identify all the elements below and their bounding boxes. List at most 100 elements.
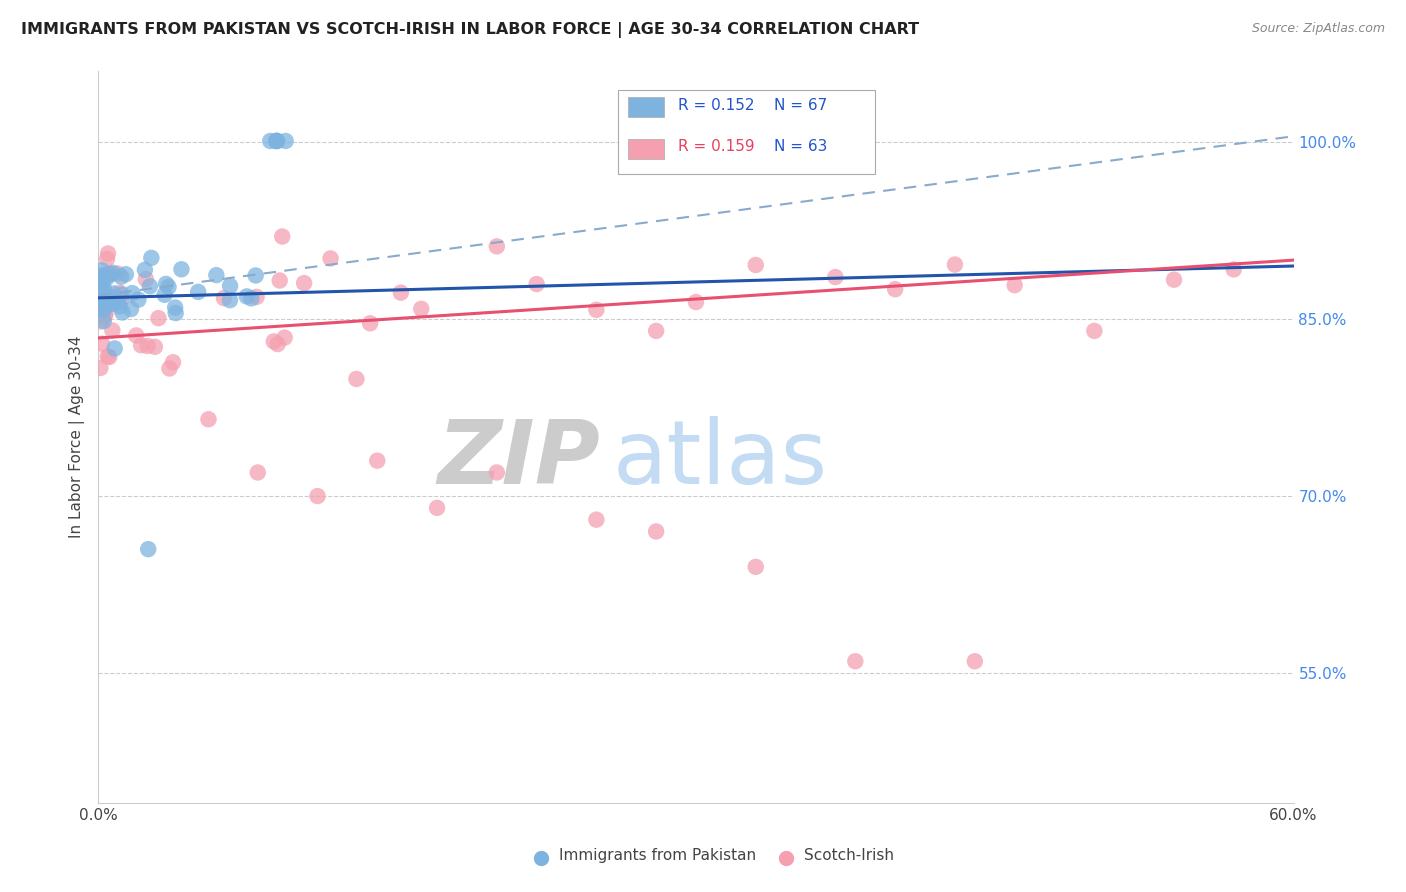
- Point: [93, 282, 115, 296]
- Point: [963, 654, 986, 668]
- Point: [266, 134, 288, 148]
- Point: [89, 314, 111, 328]
- Point: [645, 524, 668, 539]
- Point: [93, 314, 115, 328]
- Point: [129, 338, 152, 352]
- Point: [90, 285, 112, 299]
- Point: [143, 340, 166, 354]
- Point: [267, 337, 290, 351]
- Text: Immigrants from Pakistan: Immigrants from Pakistan: [558, 848, 755, 863]
- Point: [1083, 324, 1105, 338]
- Point: [187, 285, 209, 299]
- Point: [91, 277, 114, 291]
- Point: [107, 267, 129, 281]
- Point: [121, 286, 143, 301]
- Point: [259, 134, 281, 148]
- Point: [89, 299, 111, 313]
- Point: [89, 361, 111, 376]
- Point: [96, 270, 118, 285]
- Point: [157, 361, 180, 376]
- Point: [162, 355, 184, 369]
- Point: [101, 323, 124, 337]
- Text: atlas: atlas: [613, 416, 828, 502]
- Point: [271, 229, 294, 244]
- Point: [366, 453, 388, 467]
- Text: N = 63: N = 63: [773, 139, 827, 154]
- Text: N = 67: N = 67: [773, 98, 827, 113]
- Point: [97, 246, 120, 260]
- Point: [103, 286, 125, 301]
- Point: [141, 251, 163, 265]
- Point: [90, 263, 112, 277]
- Point: [90, 293, 112, 307]
- Point: [745, 258, 768, 272]
- Point: [115, 267, 138, 281]
- Point: [89, 269, 111, 284]
- Point: [139, 279, 162, 293]
- Point: [91, 291, 114, 305]
- Point: [245, 268, 267, 283]
- Text: ZIP: ZIP: [437, 416, 600, 502]
- Y-axis label: In Labor Force | Age 30-34: In Labor Force | Age 30-34: [69, 335, 86, 539]
- Point: [1223, 262, 1246, 277]
- Point: [246, 466, 269, 480]
- Point: [157, 280, 180, 294]
- Point: [101, 266, 124, 280]
- Point: [170, 262, 193, 277]
- Point: [292, 276, 315, 290]
- Point: [155, 277, 177, 291]
- Point: [844, 654, 866, 668]
- Point: [685, 295, 707, 310]
- FancyBboxPatch shape: [628, 138, 664, 159]
- Point: [135, 272, 157, 286]
- Point: [389, 285, 412, 300]
- Point: [219, 293, 242, 307]
- Point: [110, 269, 132, 284]
- Point: [134, 262, 156, 277]
- Point: [136, 542, 159, 557]
- Point: [197, 412, 219, 426]
- Point: [94, 306, 117, 320]
- Point: [101, 293, 124, 307]
- Point: [90, 270, 112, 285]
- Point: [205, 268, 228, 282]
- Point: [98, 292, 121, 306]
- Point: [110, 287, 132, 301]
- Point: [97, 289, 120, 303]
- Point: [110, 293, 132, 307]
- Text: R = 0.152: R = 0.152: [678, 98, 755, 113]
- Point: [89, 296, 111, 310]
- Point: [219, 279, 242, 293]
- Point: [101, 291, 124, 305]
- Point: [236, 289, 259, 303]
- Point: [485, 466, 508, 480]
- Point: [269, 273, 291, 287]
- Point: [824, 270, 846, 285]
- Point: [127, 293, 149, 307]
- Text: R = 0.159: R = 0.159: [678, 139, 755, 154]
- Point: [153, 287, 176, 301]
- Point: [107, 295, 129, 310]
- Point: [165, 301, 187, 315]
- Point: [266, 134, 288, 148]
- Point: [1004, 278, 1026, 293]
- Point: [526, 277, 548, 291]
- Point: [274, 134, 297, 148]
- Point: [89, 293, 111, 308]
- Point: [745, 559, 768, 574]
- Point: [1163, 273, 1185, 287]
- Point: [94, 308, 117, 322]
- Point: [108, 285, 131, 300]
- Point: [98, 350, 121, 364]
- Point: [246, 290, 269, 304]
- Point: [411, 301, 433, 316]
- Point: [108, 299, 131, 313]
- Point: [346, 372, 368, 386]
- Point: [359, 316, 381, 330]
- Point: [263, 334, 285, 349]
- Point: [93, 301, 115, 315]
- FancyBboxPatch shape: [628, 97, 664, 118]
- Point: [485, 239, 508, 253]
- Point: [101, 295, 124, 310]
- Point: [93, 310, 115, 324]
